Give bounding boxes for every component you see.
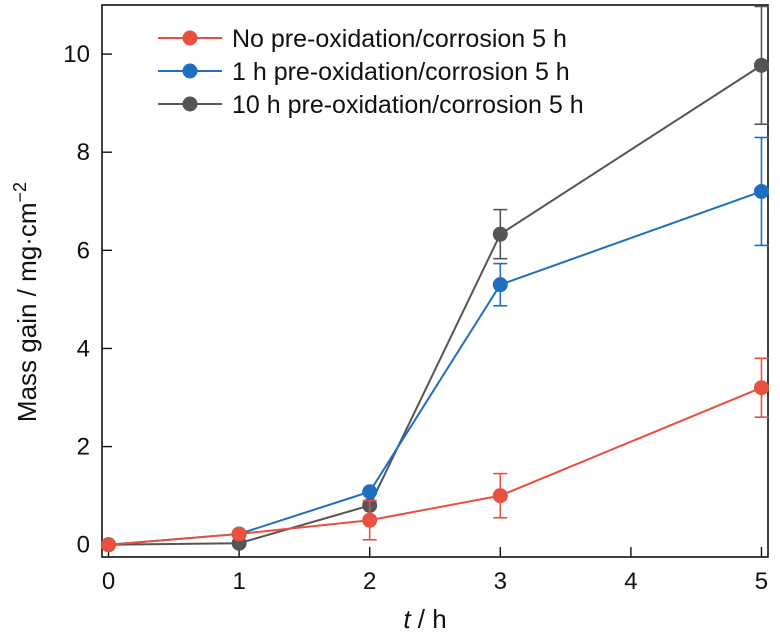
x-tick-label: 3 (494, 568, 507, 595)
x-axis-label: t / h (403, 604, 446, 633)
x-tick-label: 5 (755, 568, 768, 595)
legend-marker (182, 63, 198, 79)
y-tick-label: 4 (77, 335, 90, 362)
data-point (492, 277, 508, 293)
legend-label: 1 h pre-oxidation/corrosion 5 h (232, 58, 570, 86)
x-tick-label: 1 (232, 568, 245, 595)
data-point (753, 380, 769, 396)
legend-marker (182, 96, 198, 112)
series-line (108, 386, 762, 546)
series-0 (101, 357, 769, 553)
series-group (101, 5, 769, 553)
legend-label: 10 h pre-oxidation/corrosion 5 h (232, 91, 584, 119)
x-tick-label: 4 (624, 568, 637, 595)
legend: No pre-oxidation/corrosion 5 h 1 h pre-ox… (158, 25, 584, 119)
y-tick-label: 10 (63, 41, 90, 68)
x-tick-label: 0 (102, 568, 115, 595)
y-tick-label: 2 (77, 434, 90, 461)
data-point (492, 488, 508, 504)
legend-label: No pre-oxidation/corrosion 5 h (232, 25, 567, 53)
data-point (231, 526, 247, 542)
x-tick-label: 2 (363, 568, 376, 595)
data-point (492, 226, 508, 242)
series-2 (101, 5, 769, 553)
axes: 0 1 2 3 4 5 0 2 4 6 8 10 (63, 4, 769, 595)
y-tick-label: 8 (77, 139, 90, 166)
y-tick-label: 0 (77, 532, 90, 559)
series-1 (101, 136, 769, 553)
data-point (362, 512, 378, 528)
y-tick-label: 6 (77, 237, 90, 264)
data-point (753, 57, 769, 73)
plot-frame (101, 4, 769, 558)
data-point (753, 183, 769, 199)
legend-marker (182, 30, 198, 46)
data-point (362, 484, 378, 500)
y-axis-label: Mass gain / mg·cm−2 (10, 182, 42, 422)
data-point (101, 537, 117, 553)
series-line (108, 64, 763, 546)
